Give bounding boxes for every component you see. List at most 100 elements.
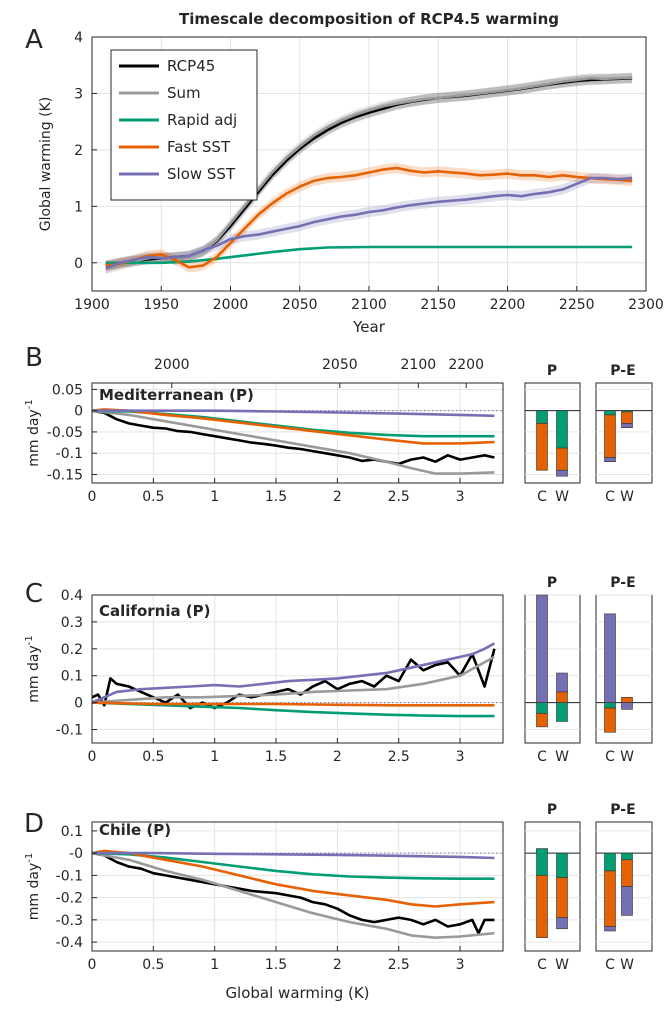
uncertainty-band-4 bbox=[105, 173, 633, 274]
series-line-sum bbox=[91, 409, 495, 475]
x-tick-label: 0.5 bbox=[142, 957, 164, 973]
y-tick-label: 0.2 bbox=[61, 642, 83, 658]
x-tick-label: 0 bbox=[88, 957, 97, 973]
x-tick-label: 2.5 bbox=[388, 749, 410, 765]
series-line-rcp45 bbox=[91, 851, 495, 935]
y-tick-label: 0.1 bbox=[61, 824, 83, 840]
axes-box bbox=[91, 594, 504, 744]
y-tick-label: 4 bbox=[74, 30, 83, 46]
panel-letter: B bbox=[25, 343, 43, 373]
stacked-bar-segment bbox=[536, 875, 548, 938]
bar-panel-title: P-E bbox=[610, 802, 635, 818]
x-tick-label: 2300 bbox=[628, 297, 664, 313]
plot-area bbox=[92, 822, 503, 951]
stacked-bar-segment bbox=[621, 852, 633, 861]
y-axis-label-superscript: -1 bbox=[24, 853, 35, 863]
bar-category-label: W bbox=[620, 749, 634, 765]
stacked-bar-segment bbox=[604, 702, 616, 709]
stacked-bar-segment bbox=[604, 852, 616, 872]
y-tick-label: 0 bbox=[74, 696, 83, 712]
x-tick-label: 2200 bbox=[490, 297, 526, 313]
panel-title: Mediterranean (P) bbox=[99, 386, 254, 404]
x-tick-label: 0 bbox=[88, 749, 97, 765]
stacked-bar-segment bbox=[556, 410, 568, 449]
x-tick-label: 3 bbox=[456, 489, 465, 505]
bar-panel-title: P bbox=[547, 575, 557, 591]
x-axis-label: Year bbox=[352, 318, 386, 336]
chart-title: Timescale decomposition of RCP4.5 warmin… bbox=[179, 10, 559, 28]
stacked-bar-segment bbox=[604, 870, 616, 927]
y-axis-label-base: mm day bbox=[26, 409, 42, 466]
stacked-bar-segment bbox=[536, 594, 548, 703]
y-tick-label: 0.4 bbox=[61, 588, 83, 604]
top-tick-label: 2050 bbox=[322, 357, 358, 373]
bar-category-label: C bbox=[537, 957, 547, 973]
bar-category-label: W bbox=[555, 957, 569, 973]
y-tick-label: 0 bbox=[74, 256, 83, 272]
bar-category-label: C bbox=[537, 749, 547, 765]
bar-category-label: W bbox=[555, 749, 569, 765]
series-line-fast-sst bbox=[91, 701, 495, 707]
stacked-bar-segment bbox=[556, 469, 568, 477]
stacked-bar-segment bbox=[621, 423, 633, 428]
x-tick-label: 3 bbox=[456, 957, 465, 973]
stacked-bar-segment bbox=[604, 414, 616, 458]
bar-category-label: C bbox=[605, 957, 615, 973]
y-tick-label: -0.05 bbox=[47, 425, 83, 441]
legend-label: Fast SST bbox=[167, 138, 231, 156]
y-tick-label: 0.05 bbox=[52, 382, 83, 398]
stacked-bar-segment bbox=[536, 423, 548, 471]
y-tick-label: -0.3 bbox=[56, 913, 83, 929]
bar-category-label: C bbox=[605, 489, 615, 505]
legend-label: Sum bbox=[167, 84, 201, 102]
x-tick-label: 2 bbox=[333, 957, 342, 973]
y-tick-label: 1 bbox=[74, 199, 83, 215]
y-axis-label: mm day-1 bbox=[24, 635, 42, 702]
x-tick-label: 2150 bbox=[420, 297, 456, 313]
bar-panel-title: P bbox=[547, 363, 557, 379]
x-axis-label: Global warming (K) bbox=[225, 984, 369, 1002]
x-tick-label: 1.5 bbox=[265, 749, 287, 765]
series-line-slow-sst bbox=[92, 851, 495, 860]
stacked-bar-segment bbox=[556, 852, 568, 878]
y-axis-label: mm day-1 bbox=[24, 853, 42, 920]
series-line-fast-sst bbox=[105, 166, 633, 269]
x-tick-label: 0.5 bbox=[142, 749, 164, 765]
legend-label: Rapid adj bbox=[167, 111, 237, 129]
bar-category-label: C bbox=[537, 489, 547, 505]
stacked-bar-segment bbox=[621, 696, 633, 703]
y-tick-label: -0.4 bbox=[56, 935, 83, 951]
stacked-bar-segment bbox=[556, 917, 568, 930]
y-tick-label: -0.1 bbox=[56, 723, 83, 739]
series-line-rapid-adj bbox=[105, 245, 633, 265]
y-axis-label-base: mm day bbox=[26, 645, 42, 702]
x-tick-label: 0.5 bbox=[142, 489, 164, 505]
y-tick-label: -0.1 bbox=[56, 446, 83, 462]
x-tick-label: 2.5 bbox=[388, 957, 410, 973]
y-tick-label: -0.15 bbox=[47, 467, 83, 483]
x-tick-label: 1 bbox=[210, 749, 219, 765]
stacked-bar-segment bbox=[621, 411, 633, 424]
series-line-slow-sst bbox=[91, 642, 496, 704]
x-tick-label: 1 bbox=[210, 489, 219, 505]
x-tick-label: 2050 bbox=[282, 297, 318, 313]
stacked-bar-segment bbox=[604, 613, 616, 703]
uncertainty-band-0 bbox=[105, 73, 633, 271]
top-tick-label: 2100 bbox=[401, 357, 437, 373]
series-line-slow-sst bbox=[92, 409, 495, 418]
stacked-bar-segment bbox=[536, 702, 548, 714]
stacked-bar-segment bbox=[604, 457, 616, 463]
x-tick-label: 1 bbox=[210, 957, 219, 973]
y-axis-label: mm day-1 bbox=[24, 399, 42, 466]
bar-panel-title: P-E bbox=[610, 363, 635, 379]
series-line-sum bbox=[91, 655, 496, 704]
top-tick-label: 2000 bbox=[154, 357, 190, 373]
stacked-bar-segment bbox=[604, 926, 616, 932]
x-tick-label: 2 bbox=[333, 489, 342, 505]
stacked-bar-segment bbox=[556, 877, 568, 918]
bar-category-label: C bbox=[605, 749, 615, 765]
bar-category-label: W bbox=[555, 489, 569, 505]
bar-panel-title: P-E bbox=[610, 575, 635, 591]
legend-label: Slow SST bbox=[167, 165, 236, 183]
